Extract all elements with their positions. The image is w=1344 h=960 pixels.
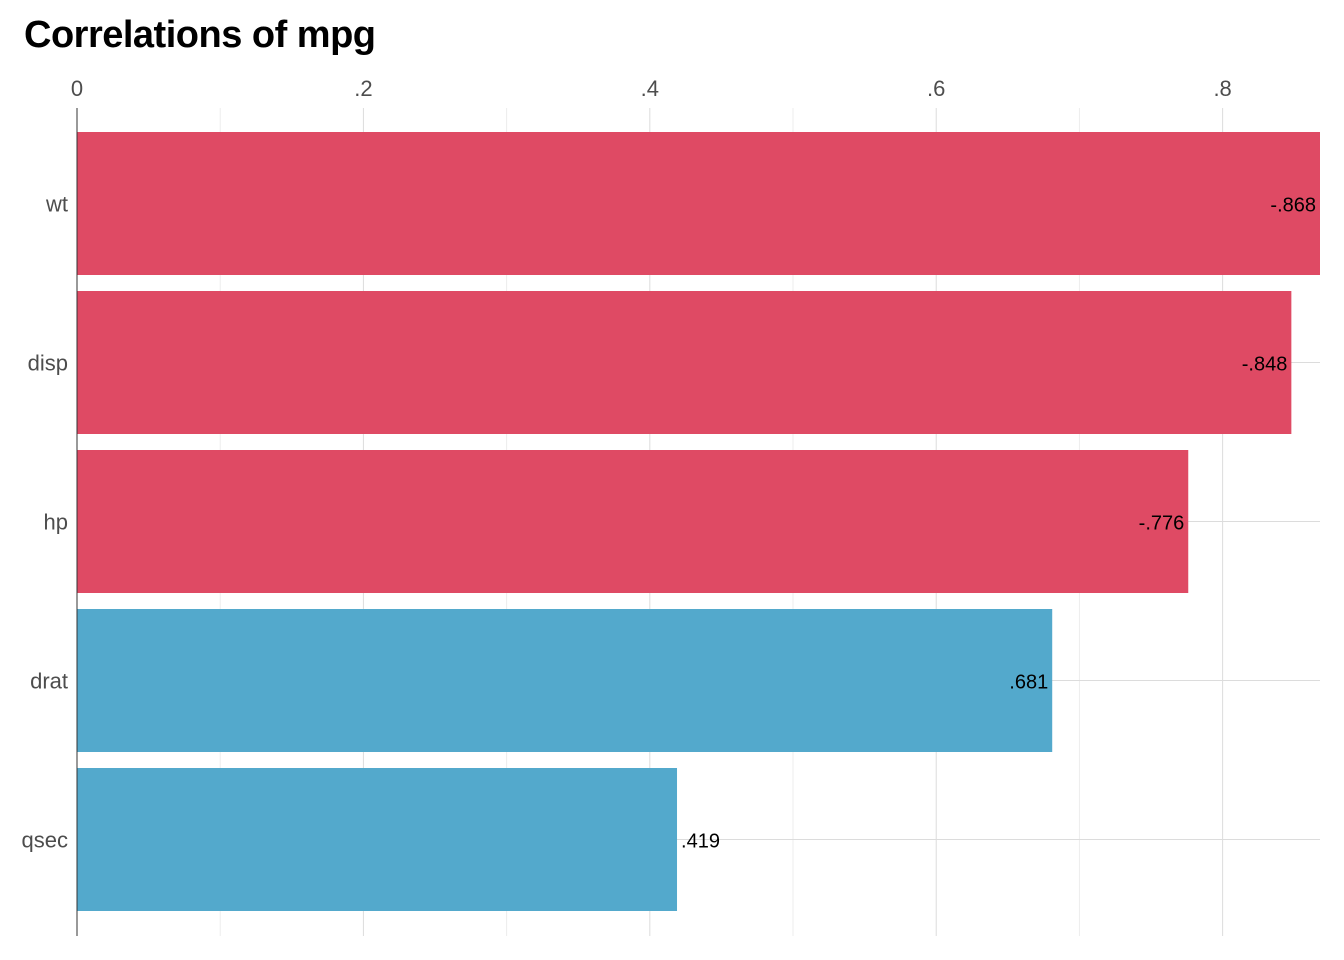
axis-layer: 0 .2 .4 .6 .8 <box>71 76 1232 936</box>
data-label-wt: -.868 <box>1270 195 1316 217</box>
y-category-label: hp <box>44 510 68 535</box>
label-layer: wt -.868 disp -.848 hp -.776 drat .681 qsec .419 <box>22 192 1316 853</box>
bar-drat <box>77 609 1053 752</box>
x-tick-label: .2 <box>354 76 372 101</box>
data-label-qsec: .419 <box>681 831 720 853</box>
x-tick-label: 0 <box>71 76 83 101</box>
data-label-disp: -.848 <box>1242 354 1288 376</box>
x-tick-label: .6 <box>927 76 945 101</box>
chart-title: Correlations of mpg <box>24 14 376 56</box>
y-category-label: drat <box>30 669 68 694</box>
x-tick-label: .4 <box>641 76 659 101</box>
data-label-drat: .681 <box>1009 672 1048 694</box>
bar-wt <box>77 132 1320 275</box>
x-tick-label: .8 <box>1213 76 1231 101</box>
y-category-label: qsec <box>22 828 68 853</box>
bar-disp <box>77 291 1292 434</box>
data-label-hp: -.776 <box>1139 513 1185 535</box>
y-category-label: disp <box>28 351 68 376</box>
bar-layer <box>77 132 1320 911</box>
bar-qsec <box>77 768 678 911</box>
y-category-label: wt <box>45 192 68 217</box>
bar-hp <box>77 450 1189 593</box>
